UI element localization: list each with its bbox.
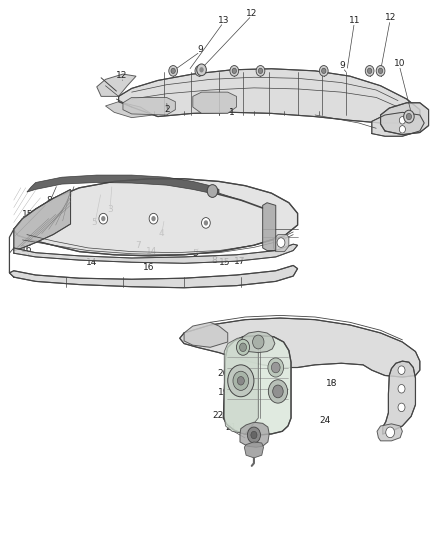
Circle shape — [256, 66, 265, 76]
Circle shape — [101, 216, 106, 221]
Circle shape — [199, 67, 204, 72]
Circle shape — [398, 384, 405, 393]
Polygon shape — [14, 179, 297, 256]
Circle shape — [151, 216, 155, 221]
Circle shape — [398, 366, 405, 374]
Text: 9: 9 — [198, 45, 203, 54]
Circle shape — [232, 68, 237, 74]
Text: 18: 18 — [325, 379, 337, 388]
Polygon shape — [97, 74, 136, 96]
Text: 26: 26 — [218, 369, 229, 378]
Text: 23: 23 — [239, 353, 250, 362]
Text: 11: 11 — [349, 16, 360, 25]
Polygon shape — [27, 175, 219, 193]
Circle shape — [247, 427, 261, 443]
Circle shape — [197, 68, 201, 74]
Polygon shape — [180, 318, 420, 377]
Circle shape — [273, 385, 283, 398]
Polygon shape — [14, 244, 297, 263]
Polygon shape — [223, 336, 291, 435]
Circle shape — [201, 217, 210, 228]
Text: 4: 4 — [159, 229, 164, 238]
Text: 15: 15 — [219, 259, 230, 267]
Circle shape — [365, 66, 374, 76]
Polygon shape — [240, 332, 275, 353]
Polygon shape — [372, 112, 424, 136]
Circle shape — [319, 66, 328, 76]
Circle shape — [378, 68, 383, 74]
Circle shape — [204, 220, 208, 225]
Circle shape — [399, 117, 406, 124]
Text: 17: 17 — [234, 257, 246, 265]
Polygon shape — [119, 69, 420, 123]
Circle shape — [197, 64, 206, 76]
Circle shape — [207, 184, 218, 197]
Text: 22: 22 — [212, 411, 224, 420]
Circle shape — [251, 431, 257, 439]
Text: 12: 12 — [385, 13, 396, 22]
Circle shape — [258, 68, 263, 74]
Circle shape — [277, 238, 285, 247]
Polygon shape — [123, 98, 175, 115]
Circle shape — [171, 68, 175, 74]
Text: 13: 13 — [218, 16, 229, 25]
Text: 14: 14 — [146, 247, 157, 256]
Text: 16: 16 — [21, 245, 33, 254]
Text: 24: 24 — [319, 416, 330, 425]
Text: 19: 19 — [218, 388, 229, 397]
Polygon shape — [10, 265, 297, 288]
Text: 10: 10 — [394, 59, 405, 68]
Circle shape — [240, 343, 247, 352]
Text: 16: 16 — [142, 263, 154, 272]
Text: 5: 5 — [92, 219, 97, 228]
Circle shape — [386, 427, 395, 438]
Polygon shape — [381, 103, 428, 135]
Circle shape — [228, 365, 254, 397]
Polygon shape — [184, 322, 228, 348]
Circle shape — [99, 213, 108, 224]
Text: 3: 3 — [107, 205, 113, 214]
Polygon shape — [193, 92, 237, 114]
Text: 2: 2 — [165, 105, 170, 114]
Text: 1: 1 — [229, 108, 235, 117]
Circle shape — [376, 66, 385, 76]
Polygon shape — [377, 424, 403, 441]
Circle shape — [367, 68, 372, 74]
Circle shape — [406, 114, 412, 120]
Polygon shape — [263, 203, 276, 251]
Polygon shape — [106, 102, 153, 118]
Polygon shape — [14, 189, 71, 251]
Polygon shape — [224, 337, 258, 434]
Text: 14: 14 — [86, 258, 97, 266]
Polygon shape — [244, 442, 264, 458]
Text: 21: 21 — [225, 423, 237, 432]
Text: 5: 5 — [192, 249, 198, 258]
Text: 4: 4 — [64, 199, 70, 208]
Text: 8: 8 — [212, 256, 218, 264]
Circle shape — [230, 66, 239, 76]
Circle shape — [321, 68, 326, 74]
Polygon shape — [240, 422, 269, 447]
Circle shape — [237, 376, 244, 385]
Text: 15: 15 — [22, 211, 34, 220]
Circle shape — [237, 340, 250, 356]
Circle shape — [404, 110, 414, 123]
Circle shape — [253, 335, 264, 349]
Text: 12: 12 — [246, 10, 258, 19]
Circle shape — [272, 362, 280, 373]
Text: 9: 9 — [340, 61, 346, 70]
Circle shape — [268, 358, 284, 377]
Text: 7: 7 — [135, 241, 141, 250]
Circle shape — [195, 66, 204, 76]
Text: 12: 12 — [117, 70, 128, 79]
Circle shape — [169, 66, 177, 76]
Circle shape — [398, 403, 405, 411]
Polygon shape — [274, 235, 289, 252]
Text: 8: 8 — [47, 196, 53, 205]
Circle shape — [233, 371, 249, 390]
Circle shape — [268, 379, 288, 403]
Circle shape — [399, 126, 406, 133]
Polygon shape — [383, 361, 416, 434]
Circle shape — [149, 213, 158, 224]
